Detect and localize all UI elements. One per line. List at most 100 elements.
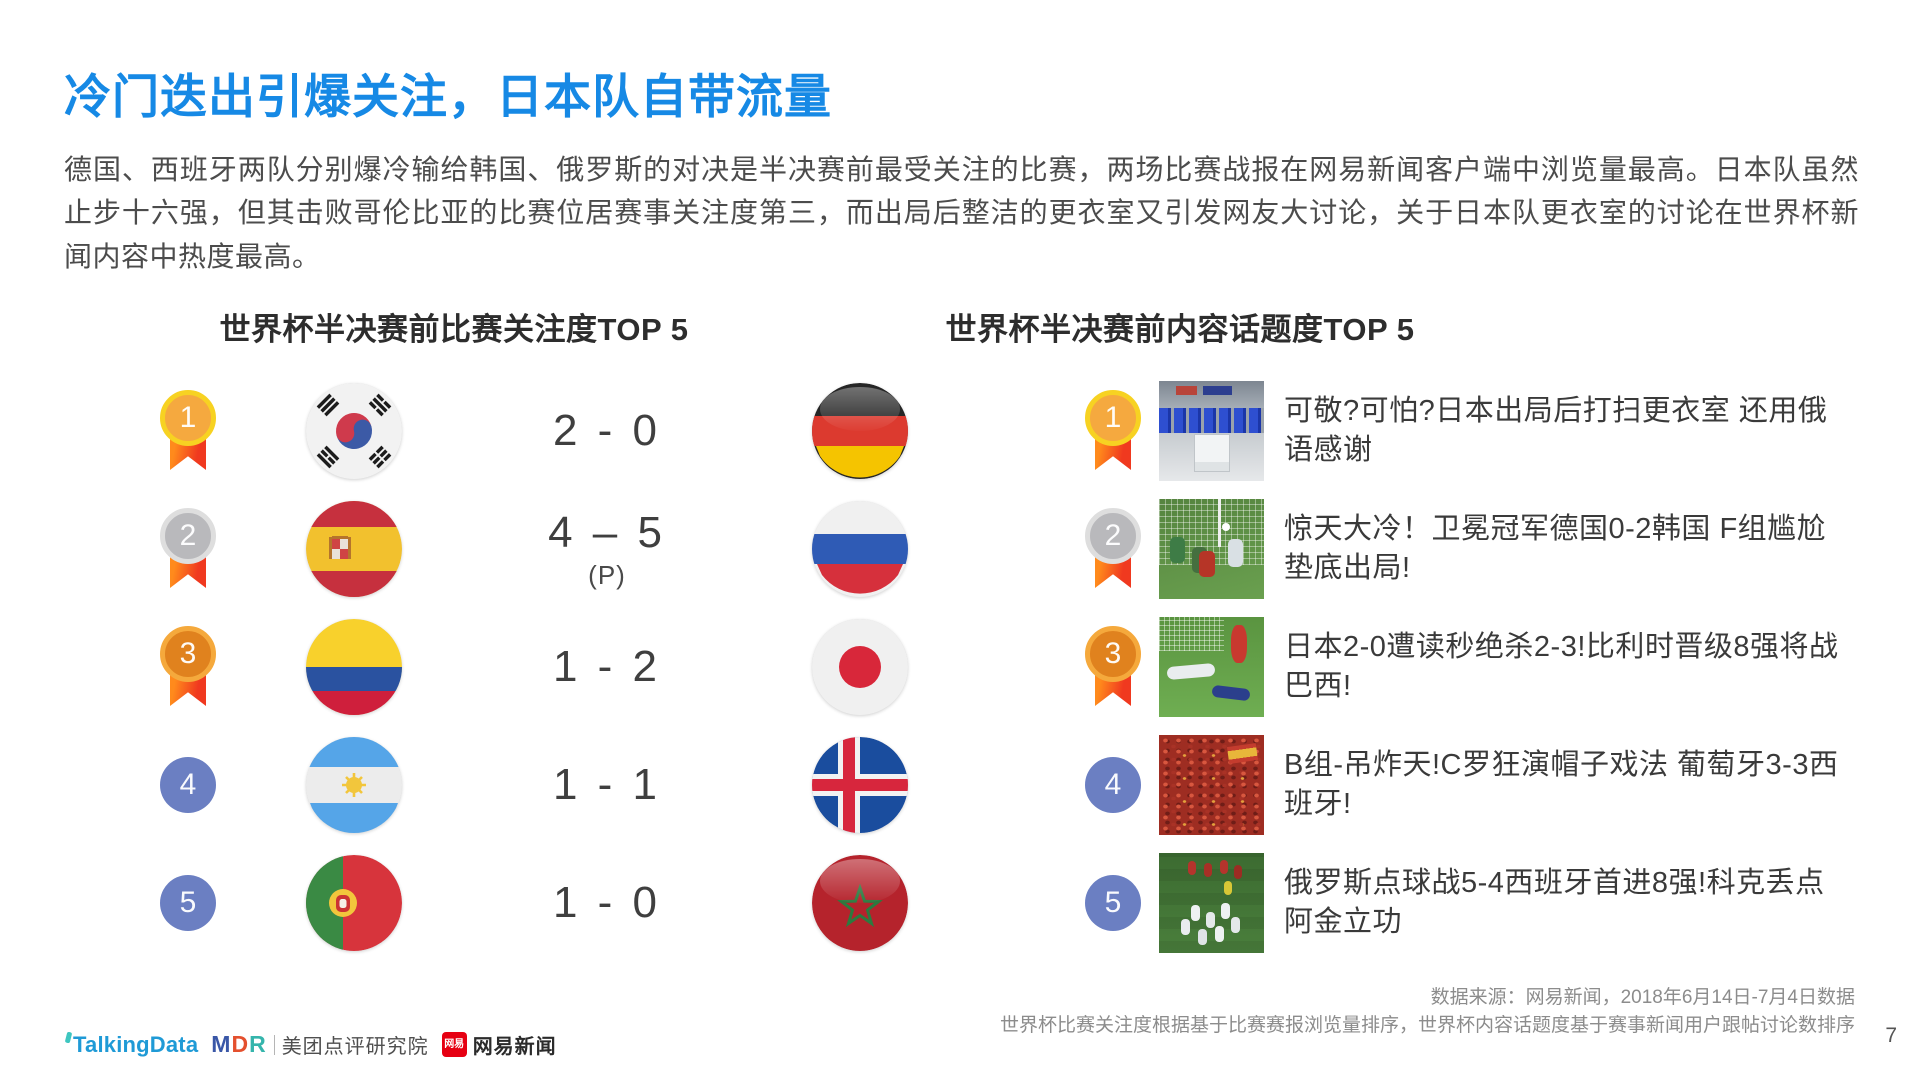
red-player (1231, 625, 1248, 663)
news-headline: 俄罗斯点球战5-4西班牙首进8强!科克丢点阿金立功 (1284, 866, 1825, 938)
mdr-letter-d: D (231, 1031, 250, 1057)
news-row-5: 5 俄罗斯点球战5-4西班牙首进8强!科克丢点阿金立功 (1085, 844, 1844, 962)
score-cell: 4 – 5 (P) (492, 508, 722, 591)
talkingdata-wordmark: TalkingData (73, 1031, 199, 1057)
news-headline: 惊天大冷！卫冕冠军德国0-2韩国 F组尴尬垫底出局! (1284, 512, 1827, 584)
spain-flag-in-crowd (1227, 743, 1259, 764)
logo-bar: TalkingData M D R 美团点评研究院 网易 网易新闻 (64, 1030, 557, 1059)
flag-gloss (819, 386, 901, 431)
rank-4-badge: 4 (1085, 744, 1141, 826)
blue-seats (1159, 408, 1264, 433)
japan-belgium-players-photo (1159, 617, 1264, 717)
news-row-2: 2 惊天大冷！卫冕冠军德国0-2韩国 F组尴尬垫底出局! (1085, 490, 1844, 608)
goal-net (1159, 617, 1225, 651)
score-cell: 2 - 0 (492, 406, 722, 456)
data-source-note: 数据来源：网易新闻，2018年6月14日-7月4日数据 世界杯比赛关注度根据基于… (1000, 984, 1855, 1039)
white-table (1193, 434, 1231, 472)
news-headline: 可敬?可怕?日本出局后打扫更衣室 还用俄语感谢 (1284, 394, 1828, 466)
match-row-2: 2 (160, 490, 908, 608)
bronze-medal-icon: 3 (160, 626, 216, 708)
news-ranking-list: 1 可敬?可怕?日本出局后打扫更衣室 还用俄语感谢 2 (1085, 372, 1844, 962)
gold-medal-icon: 1 (160, 390, 216, 472)
lying-player (1210, 684, 1250, 702)
match-score: 1 - 1 (552, 760, 662, 809)
score-cell: 1 - 0 (492, 878, 722, 928)
news-row-3: 3 日本2-0遭读秒绝杀2-3!比利时晋级8强将战巴西! (1085, 608, 1844, 726)
source-line-2: 世界杯比赛关注度根据基于比赛赛报浏览量排序，世界杯内容话题度基于赛事新闻用户跟帖… (999, 1014, 1855, 1036)
rank-5-badge: 5 (160, 862, 216, 944)
ball (1222, 523, 1230, 531)
rank-number: 4 (1085, 757, 1141, 813)
meituan-dianping-logo: M D R 美团点评研究院 (211, 1030, 428, 1059)
mdr-letter-r: R (249, 1031, 267, 1057)
flag-gloss (819, 858, 901, 903)
banner (1175, 386, 1197, 395)
talkingdata-tick-icon (64, 1031, 73, 1043)
match-score: 1 - 2 (552, 642, 662, 691)
rank-number: 5 (1085, 875, 1141, 931)
talkingdata-logo: TalkingData (64, 1031, 199, 1058)
pitch-stripes (1159, 853, 1264, 953)
match-row-3: 3 1 - 2 (160, 608, 908, 726)
netease-news-logo: 网易 网易新闻 (441, 1030, 557, 1059)
score-cell: 1 - 2 (492, 642, 722, 692)
rank-number: 1 (160, 390, 216, 446)
white-team-players (1190, 905, 1200, 921)
player (1198, 551, 1215, 577)
source-line-1: 数据来源：网易新闻，2018年6月14日-7月4日数据 (1430, 987, 1855, 1008)
bronze-medal-icon: 3 (1085, 626, 1141, 708)
rank-number: 1 (1085, 390, 1141, 446)
intro-paragraph: 德国、西班牙两队分别爆冷输给韩国、俄罗斯的对决是半决赛前最受关注的比赛，两场比赛… (64, 154, 1859, 272)
flag-colombia-icon (306, 619, 402, 715)
netease-badge-text: 网易 (444, 1039, 465, 1050)
referee (1224, 881, 1233, 895)
rank-number: 2 (160, 508, 216, 564)
russia-spain-penalty-photo (1159, 853, 1264, 953)
goal-post (1217, 499, 1221, 547)
banner (1203, 386, 1233, 395)
germany-korea-goal-photo (1159, 499, 1264, 599)
mdr-wordmark: M D R (211, 1031, 266, 1058)
rank-number: 3 (160, 626, 216, 682)
match-row-5: 5 1 - 0 (160, 844, 908, 962)
rank-5-badge: 5 (1085, 862, 1141, 944)
lying-goalkeeper (1166, 662, 1217, 681)
match-score: 2 - 0 (552, 406, 662, 455)
rank-number: 5 (160, 875, 216, 931)
rank-number: 3 (1085, 626, 1141, 682)
rank-number: 2 (1085, 508, 1141, 564)
news-headline: B组-吊炸天!C罗狂演帽子戏法 葡萄牙3-3西班牙! (1284, 748, 1839, 820)
rank-4-badge: 4 (160, 744, 216, 826)
news-row-4: 4 B组-吊炸天!C罗狂演帽子戏法 葡萄牙3-3西班牙! (1085, 726, 1844, 844)
match-row-4: 4 1 - 1 (160, 726, 908, 844)
netease-news-label: 网易新闻 (472, 1036, 557, 1058)
flag-south-korea-icon (306, 383, 402, 479)
netease-badge-icon: 网易 (441, 1032, 467, 1057)
match-score: 1 - 0 (552, 878, 662, 927)
flag-spain-icon (306, 501, 402, 597)
goalkeeper (1228, 539, 1244, 567)
red-team-players (1188, 861, 1197, 875)
flag-iceland-icon (812, 737, 908, 833)
flag-japan-icon (812, 619, 908, 715)
silver-medal-icon: 2 (1085, 508, 1141, 590)
silver-medal-icon: 2 (160, 508, 216, 590)
page-number: 7 (1885, 1024, 1897, 1047)
penalty-note: (P) (588, 559, 626, 590)
match-row-1: 1 (160, 372, 908, 490)
flag-portugal-icon (306, 855, 402, 951)
flag-morocco-icon (812, 855, 908, 951)
flag-germany-icon (812, 383, 908, 479)
news-headline: 日本2-0遭读秒绝杀2-3!比利时晋级8强将战巴西! (1284, 630, 1839, 702)
portugal-spain-fans-photo (1159, 735, 1264, 835)
page-title: 冷门迭出引爆关注，日本队自带流量 (64, 70, 832, 123)
match-ranking-list: 1 (160, 372, 908, 962)
gold-medal-icon: 1 (1085, 390, 1141, 472)
logo-divider (273, 1034, 275, 1055)
flag-russia-icon (812, 501, 908, 597)
rank-number: 4 (160, 757, 216, 813)
player (1169, 537, 1185, 563)
flag-argentina-icon (306, 737, 402, 833)
news-row-1: 1 可敬?可怕?日本出局后打扫更衣室 还用俄语感谢 (1085, 372, 1844, 490)
japan-locker-room-photo (1159, 381, 1264, 481)
